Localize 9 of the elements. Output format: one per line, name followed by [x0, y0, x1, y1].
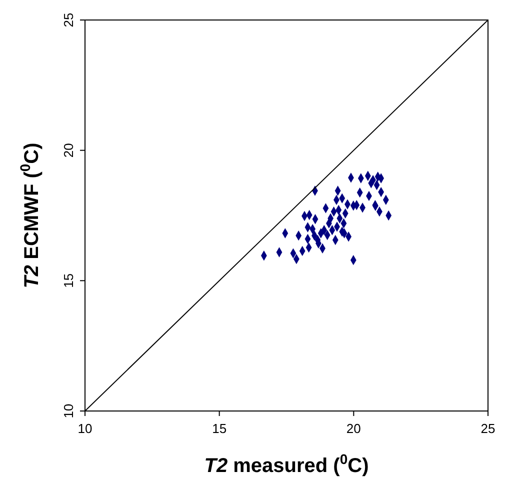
x-tick-label: 25 — [480, 421, 496, 436]
y-tick-label: 20 — [61, 143, 76, 158]
x-tick-label: 15 — [212, 421, 227, 436]
y-tick-label: 15 — [61, 273, 76, 288]
y-tick-label: 10 — [61, 404, 76, 418]
x-axis-title: T2 measured ($^{0}$C) — [204, 451, 369, 477]
x-tick-label: 20 — [346, 421, 361, 436]
x-tick-label: 10 — [78, 421, 92, 436]
y-tick-label: 25 — [61, 12, 76, 28]
